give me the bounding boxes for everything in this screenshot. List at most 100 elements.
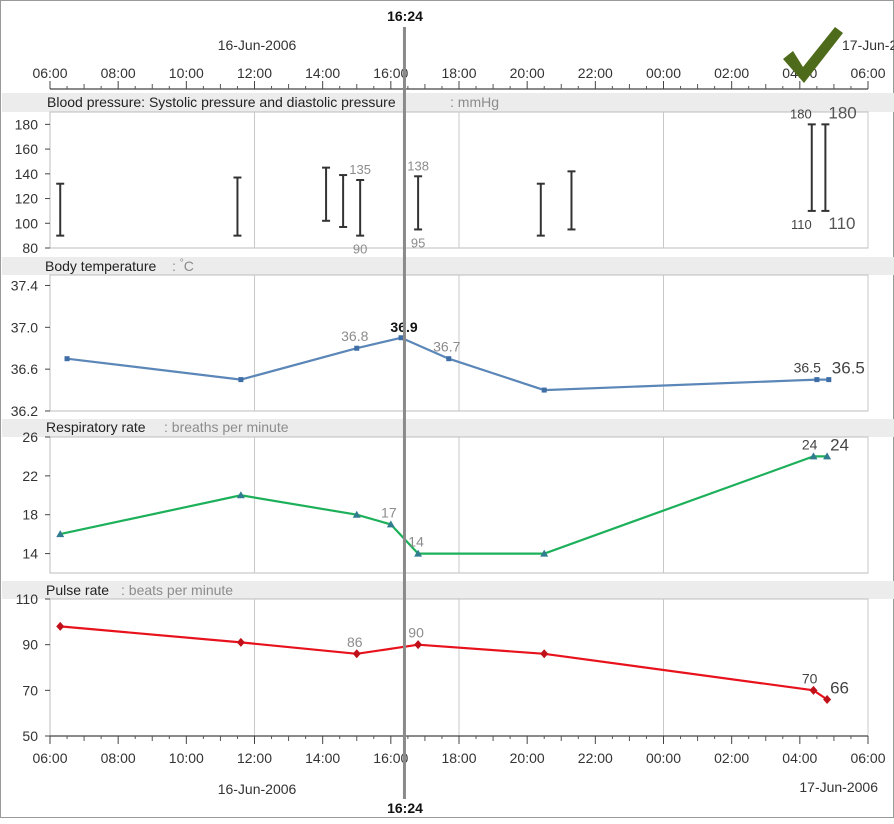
bp-diastolic-label: 110: [828, 214, 855, 233]
cursor-time-top: 16:24: [387, 8, 423, 24]
top-tick-label: 18:00: [441, 65, 476, 81]
top-tick-label: 20:00: [510, 65, 545, 81]
pulse-data-point: [823, 694, 832, 704]
pulse-data-label: 66: [830, 678, 849, 697]
resp-ytick-label: 18: [22, 507, 38, 523]
pulse-header-band: [2, 581, 894, 599]
temp-ytick-label: 37.0: [11, 319, 38, 335]
bp-ytick-label: 140: [15, 166, 39, 182]
temp-data-point: [826, 377, 832, 383]
resp-data-label: 24: [802, 436, 818, 452]
checkmark-icon: [779, 21, 845, 87]
bp-systolic-label: 180: [790, 106, 812, 121]
bottom-tick-label: 22:00: [578, 750, 613, 766]
bottom-tick-label: 08:00: [101, 750, 136, 766]
pulse-data-point: [56, 621, 65, 631]
temp-ytick-label: 37.4: [11, 277, 38, 293]
resp-ytick-label: 22: [22, 468, 38, 484]
bp-systolic-label: 180: [828, 103, 856, 122]
bp-systolic-label: 135: [349, 162, 371, 177]
temp-data-point: [446, 356, 452, 362]
pulse-data-point: [414, 640, 423, 650]
resp-data-label: 14: [408, 534, 424, 550]
resp-series-line: [59, 455, 828, 555]
resp-data-point: [809, 452, 818, 460]
resp-data-point: [352, 510, 361, 518]
bottom-tick-label: 14:00: [305, 750, 340, 766]
bp-systolic-label: 138: [407, 158, 429, 173]
resp-data-point: [386, 520, 395, 528]
pulse-ytick-label: 70: [22, 682, 38, 698]
pulse-data-point: [352, 649, 361, 659]
bottom-end-date-label: 17-Jun-2006: [799, 779, 878, 795]
top-tick-label: 06:00: [32, 65, 67, 81]
pulse-unit-label: : beats per minute: [121, 582, 233, 598]
temp-title: Body temperature: [45, 258, 156, 274]
pulse-data-point: [809, 685, 818, 695]
bottom-tick-label: 06:00: [850, 750, 885, 766]
temp-data-label: 36.5: [832, 359, 865, 378]
pulse-data-label: 86: [347, 634, 363, 650]
pulse-ytick-label: 90: [22, 637, 38, 653]
bp-header-band: [2, 93, 894, 112]
temp-data-point: [64, 356, 70, 362]
bottom-tick-label: 04:00: [782, 750, 817, 766]
top-tick-label: 22:00: [578, 65, 613, 81]
top-tick-label: 10:00: [169, 65, 204, 81]
bp-diastolic-label: 95: [411, 235, 425, 250]
top-end-date-label: 17-Jun-2006: [842, 37, 894, 53]
resp-title: Respiratory rate: [46, 419, 146, 435]
temp-data-label: 36.7: [433, 339, 460, 355]
bottom-tick-label: 20:00: [510, 750, 545, 766]
resp-data-point: [823, 452, 832, 460]
pulse-data-point: [236, 637, 245, 647]
bottom-tick-label: 18:00: [441, 750, 476, 766]
bp-ytick-label: 100: [15, 215, 39, 231]
temp-data-label: 36.8: [341, 328, 368, 344]
bottom-tick-label: 16:00: [373, 750, 408, 766]
resp-data-point: [540, 549, 549, 557]
top-tick-label: 02:00: [714, 65, 749, 81]
top-tick-label: 06:00: [850, 65, 885, 81]
temp-ytick-label: 36.6: [11, 361, 38, 377]
top-tick-label: 08:00: [101, 65, 136, 81]
temp-data-point: [238, 377, 244, 383]
resp-unit-label: : breaths per minute: [164, 419, 289, 435]
resp-ytick-label: 26: [22, 429, 38, 445]
bp-title: Blood pressure: Systolic pressure and di…: [47, 94, 396, 110]
resp-data-label: 24: [830, 435, 849, 454]
bp-diastolic-label: 110: [791, 217, 812, 232]
bottom-tick-label: 10:00: [169, 750, 204, 766]
pulse-data-point: [540, 649, 549, 659]
top-tick-label: 16:00: [373, 65, 408, 81]
temp-data-point: [814, 377, 820, 383]
cursor-time-bottom: 16:24: [387, 800, 423, 816]
resp-data-point: [414, 549, 423, 557]
temp-ytick-label: 36.2: [11, 403, 38, 419]
resp-data-label: 17: [381, 504, 397, 520]
temp-data-label: 36.5: [794, 360, 821, 376]
pulse-data-label: 70: [802, 670, 818, 686]
resp-data-point: [56, 530, 65, 538]
bp-ytick-label: 180: [15, 116, 39, 132]
temp-header-band: [2, 257, 894, 275]
pulse-ytick-label: 110: [16, 591, 39, 607]
bp-unit-label: : mmHg: [450, 94, 499, 110]
bottom-tick-label: 06:00: [32, 750, 67, 766]
bottom-tick-label: 02:00: [714, 750, 749, 766]
bottom-date-label: 16-Jun-2006: [218, 781, 297, 797]
resp-ytick-label: 14: [22, 546, 38, 562]
bottom-tick-label: 12:00: [237, 750, 272, 766]
top-tick-label: 12:00: [237, 65, 272, 81]
temp-data-point: [398, 335, 404, 341]
pulse-data-label: 90: [408, 625, 424, 641]
temp-unit-label: : °C: [172, 258, 194, 275]
top-tick-label: 14:00: [305, 65, 340, 81]
resp-data-point: [236, 491, 245, 499]
pulse-series-line: [60, 625, 828, 701]
resp-header-band: [2, 419, 894, 437]
pulse-title: Pulse rate: [46, 582, 109, 598]
temp-data-point: [354, 345, 360, 351]
